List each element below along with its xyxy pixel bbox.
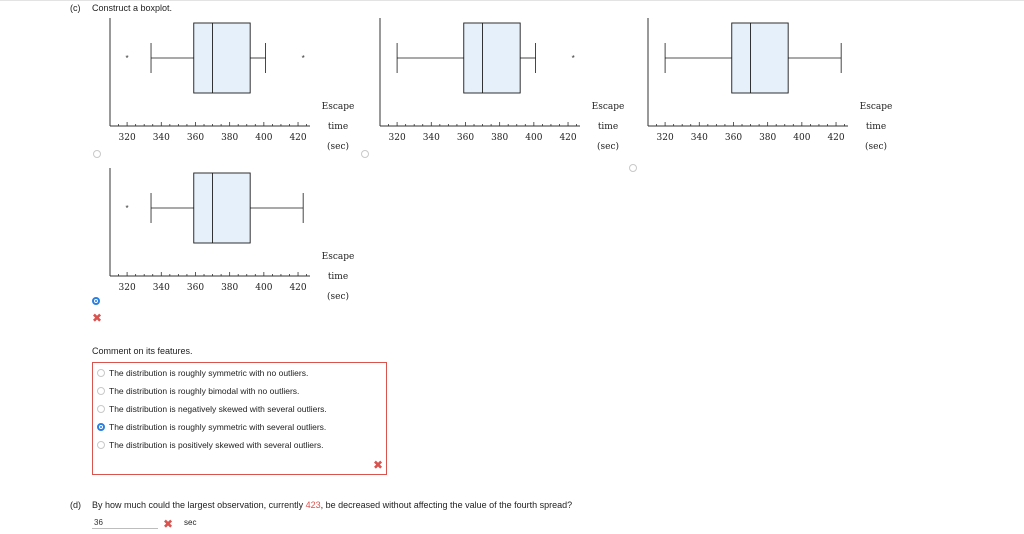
axis-label-unit: (sec): [864, 142, 887, 152]
tick-label: 400: [793, 133, 810, 143]
boxplot-chart: 320 340 360 380 400 420 *: [379, 18, 580, 143]
axis-label-escape: Escape: [321, 102, 355, 112]
part-d-prompt: By how much could the largest observatio…: [92, 500, 572, 510]
tick-label: 320: [119, 133, 136, 143]
tick-label: 360: [457, 133, 474, 143]
tick-label: 420: [289, 283, 306, 293]
tick-label: 360: [187, 283, 204, 293]
boxplot-option-3-radio[interactable]: [629, 164, 637, 172]
iqr-box: [193, 172, 251, 244]
part-c-prompt: Construct a boxplot.: [92, 3, 173, 13]
tick-label: 340: [423, 133, 440, 143]
tick-label: 420: [827, 133, 844, 143]
axis-label-time: time: [327, 122, 349, 132]
part-d-label: (d): [70, 500, 81, 510]
choice-radio[interactable]: [97, 369, 105, 377]
features-choice-group: The distribution is roughly symmetric wi…: [92, 362, 387, 475]
outlier-point: *: [572, 54, 575, 63]
choice-label: The distribution is roughly bimodal with…: [109, 386, 300, 396]
tick-label: 400: [255, 283, 272, 293]
boxplot-option-1-radio[interactable]: [93, 150, 101, 158]
axis-label-time: time: [327, 272, 349, 282]
boxplot-chart: 320 340 360 380 400 420 * *: [109, 18, 310, 143]
tick-label: 320: [657, 133, 674, 143]
tick-label: 400: [525, 133, 542, 143]
x-mark-icon: ✖: [373, 458, 384, 472]
boxplot-option-2-radio[interactable]: [361, 150, 369, 158]
tick-label: 320: [389, 133, 406, 143]
axis-label-escape: Escape: [859, 102, 893, 112]
outlier-point: *: [126, 204, 129, 213]
x-mark-icon: ✖: [92, 311, 103, 325]
tick-label: 380: [221, 283, 238, 293]
axis-label-escape: Escape: [321, 252, 355, 262]
tick-label: 380: [759, 133, 776, 143]
choice-radio[interactable]: [97, 405, 105, 413]
choice-label: The distribution is roughly symmetric wi…: [109, 422, 327, 432]
answer-unit: sec: [184, 518, 197, 527]
iqr-box: [463, 22, 521, 94]
axis-label-time: time: [865, 122, 887, 132]
tick-label: 340: [691, 133, 708, 143]
boxplot-option-4-radio[interactable]: [92, 297, 100, 305]
choice-label: The distribution is negatively skewed wi…: [109, 404, 327, 414]
choice-label: The distribution is positively skewed wi…: [109, 440, 324, 450]
x-mark-icon: ✖: [163, 517, 174, 531]
axis-label-unit: (sec): [596, 142, 619, 152]
tick-label: 340: [153, 283, 170, 293]
iqr-box: [193, 22, 251, 94]
axis-label-escape: Escape: [591, 102, 625, 112]
choice-radio[interactable]: [97, 387, 105, 395]
axis-label-time: time: [597, 122, 619, 132]
tick-label: 340: [153, 133, 170, 143]
axis-label-unit: (sec): [326, 292, 349, 302]
choice-radio[interactable]: [97, 441, 105, 449]
answer-input[interactable]: [92, 516, 158, 529]
boxplot-chart: 320 340 360 380 400 420: [647, 18, 848, 143]
comment-prompt: Comment on its features.: [92, 346, 193, 356]
largest-observation-value: 423: [305, 500, 321, 510]
part-d-prompt-end: , be decreased without affecting the val…: [320, 500, 573, 510]
axis-label-unit: (sec): [326, 142, 349, 152]
choice-radio[interactable]: [97, 423, 105, 431]
part-c-label: (c): [70, 3, 81, 13]
tick-label: 360: [187, 133, 204, 143]
tick-label: 420: [559, 133, 576, 143]
top-divider: [0, 0, 1024, 1]
tick-label: 420: [289, 133, 306, 143]
outlier-point: *: [126, 54, 129, 63]
outlier-point: *: [302, 54, 305, 63]
choice-label: The distribution is roughly symmetric wi…: [109, 368, 309, 378]
boxplot-chart: 320 340 360 380 400 420 *: [109, 168, 310, 293]
tick-label: 360: [725, 133, 742, 143]
tick-label: 320: [119, 283, 136, 293]
tick-label: 400: [255, 133, 272, 143]
iqr-box: [731, 22, 789, 94]
tick-label: 380: [491, 133, 508, 143]
tick-label: 380: [221, 133, 238, 143]
part-d-prompt-start: By how much could the largest observatio…: [92, 500, 306, 510]
